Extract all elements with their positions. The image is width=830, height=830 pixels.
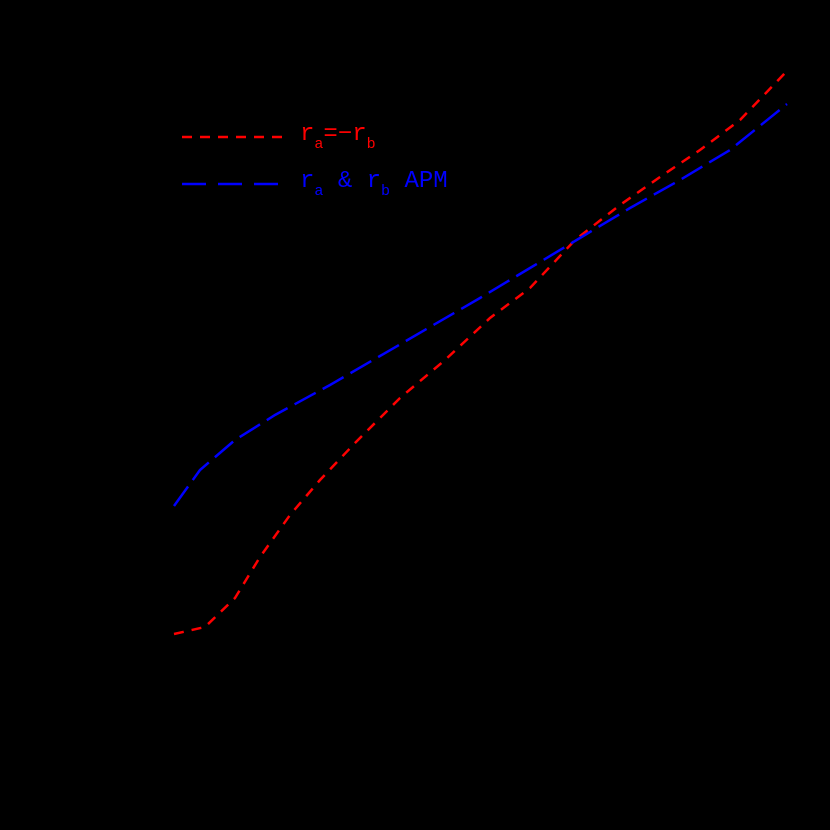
legend-label-ra-eq-neg-rb: ra=−rb	[300, 121, 376, 153]
series-line-ra-rb-apm	[172, 103, 788, 507]
series-line-ra-eq-neg-rb	[173, 70, 788, 636]
legend: ra=−rb ra & rb APM	[182, 121, 448, 200]
legend-label-ra-rb-apm: ra & rb APM	[300, 168, 448, 200]
